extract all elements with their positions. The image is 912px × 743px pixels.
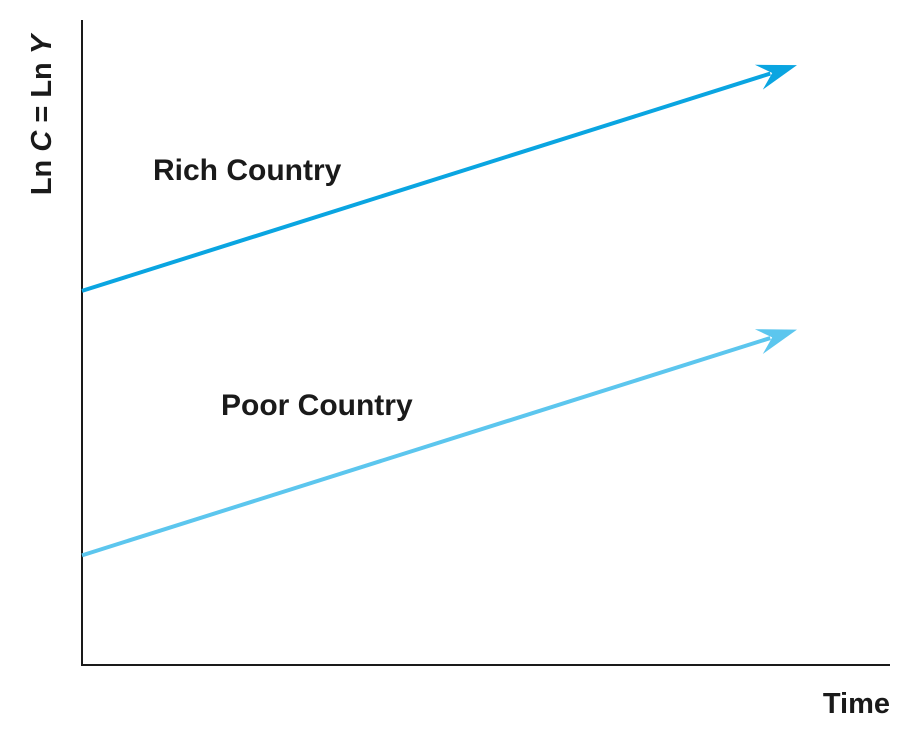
- series-label-rich-country: Rich Country: [153, 154, 342, 187]
- x-axis-label: Time: [823, 688, 890, 720]
- series-label-poor-country: Poor Country: [221, 389, 413, 422]
- y-axis-label-var-y: Y: [26, 32, 58, 54]
- y-axis-label-part-2: = Ln: [26, 54, 58, 131]
- series-line-poor-country: [81, 336, 771, 558]
- arrowhead-rich-country: [754, 64, 797, 90]
- y-axis-label: Ln C = Ln Y: [26, 32, 58, 195]
- series-line-rich-country: [81, 71, 771, 293]
- y-axis-label-part-1: Ln: [26, 152, 58, 196]
- arrowhead-poor-country: [754, 329, 797, 354]
- y-axis-label-var-c: C: [26, 130, 58, 152]
